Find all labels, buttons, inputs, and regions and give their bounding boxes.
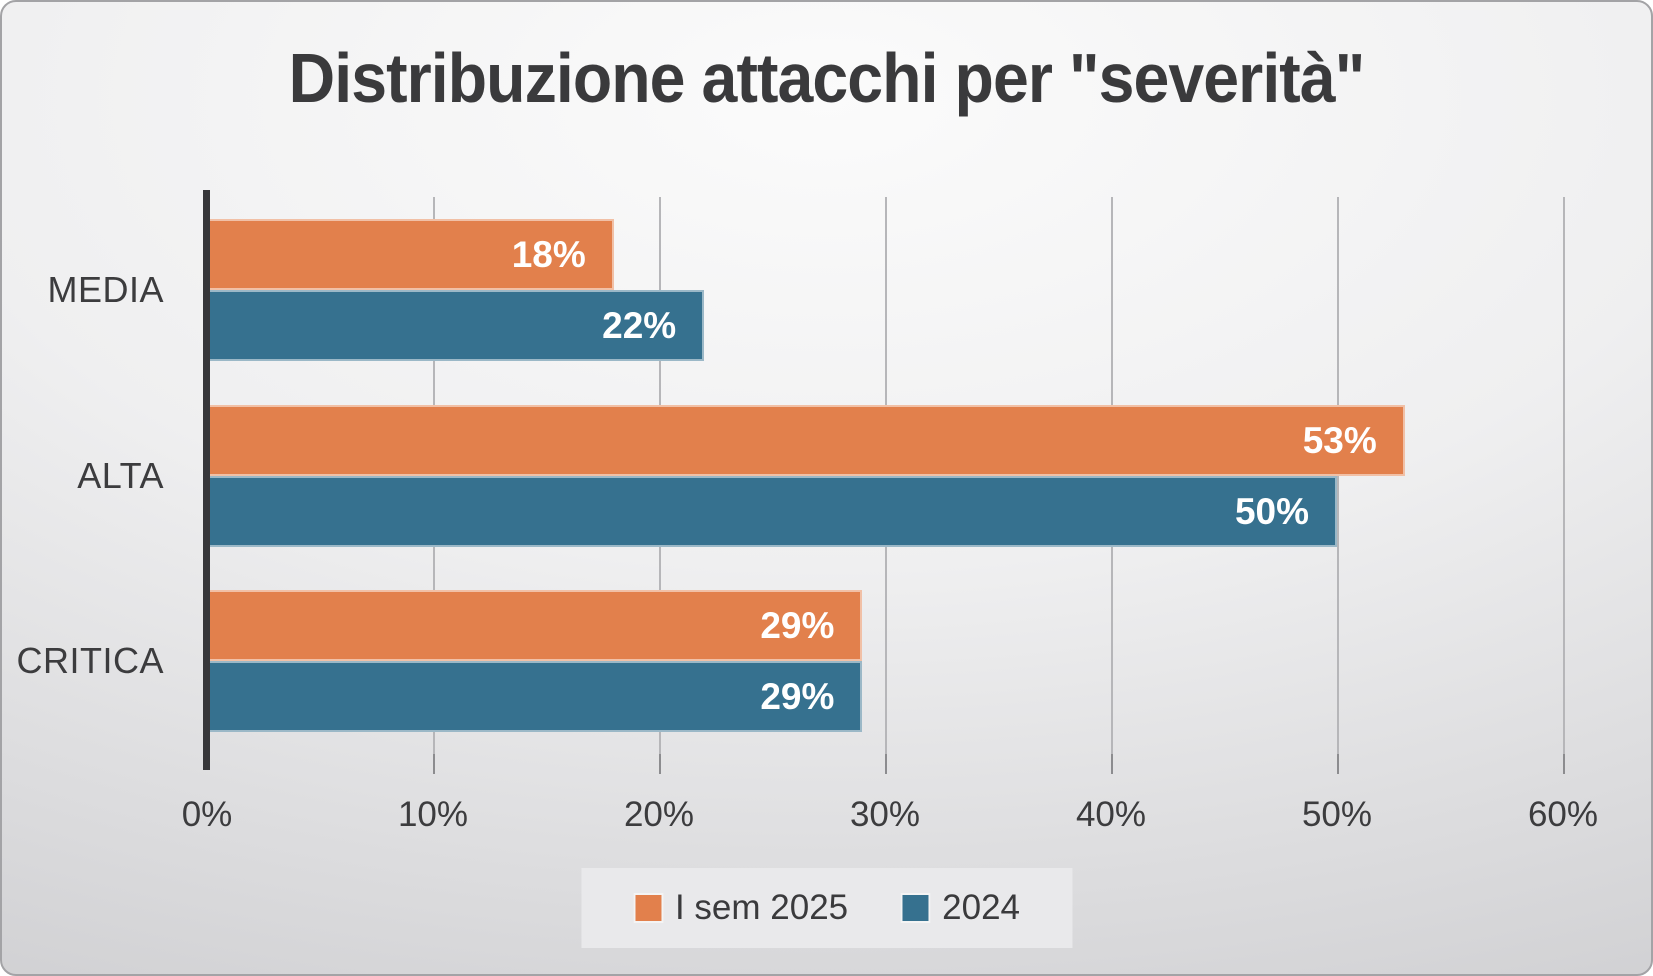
legend-swatch-2024	[900, 893, 931, 923]
legend-label: 2024	[942, 888, 1021, 927]
bar-group-critica: 29% 29%	[207, 568, 1563, 754]
category-label-critica: CRITICA	[16, 640, 164, 682]
bar-rows: 18% 22% 53% 50% 29% 29%	[207, 197, 1563, 754]
x-tick-label-10%: 10%	[397, 795, 469, 834]
bar-i-sem-2025-alta: 53%	[207, 404, 1405, 476]
bar-value-label: 53%	[1302, 419, 1377, 461]
gridline-50%	[1337, 197, 1339, 754]
x-tick-label-30%: 30%	[849, 795, 921, 834]
x-axis-tick-labels: 0% 10% 20% 30% 40% 50% 60%	[182, 795, 1598, 839]
x-tick-label-60%: 60%	[1527, 795, 1599, 834]
tick-mark-30%	[885, 754, 887, 774]
bar-value-label: 29%	[760, 676, 835, 718]
tick-mark-40%	[1111, 754, 1113, 774]
legend-swatch-i-sem-2025	[632, 893, 663, 923]
bar-value-label: 50%	[1234, 490, 1309, 532]
tick-mark-60%	[1563, 754, 1565, 774]
x-tick-label-20%: 20%	[623, 795, 695, 834]
bar-value-label: 18%	[511, 233, 586, 275]
category-label-media: MEDIA	[47, 268, 164, 310]
plot-area: 18% 22% 53% 50% 29% 29%	[207, 197, 1565, 774]
x-tick-label-40%: 40%	[1075, 795, 1147, 834]
x-tick-label-0%: 0%	[181, 795, 233, 834]
category-label-alta: ALTA	[77, 454, 164, 496]
chart-title: Distribuzione attacchi per "severità"	[288, 39, 1366, 117]
legend-item-i-sem-2025: I sem 2025	[632, 888, 849, 928]
bar-i-sem-2025-media: 18%	[207, 218, 614, 290]
legend: I sem 2025 2024	[580, 868, 1073, 948]
legend-label: I sem 2025	[674, 888, 849, 927]
tick-mark-20%	[659, 754, 661, 774]
bar-i-sem-2025-critica: 29%	[207, 590, 863, 662]
gridline-60%	[1563, 197, 1565, 754]
category-axis-labels: MEDIA ALTA CRITICA	[2, 197, 192, 754]
y-axis-line	[203, 190, 210, 770]
legend-item-2024: 2024	[900, 888, 1020, 928]
bar-2024-critica: 29%	[207, 661, 863, 733]
bar-2024-media: 22%	[207, 289, 705, 361]
x-tick-label-50%: 50%	[1301, 795, 1373, 834]
tick-mark-50%	[1337, 754, 1339, 774]
bar-group-media: 18% 22%	[207, 197, 1563, 383]
bar-2024-alta: 50%	[207, 475, 1337, 547]
bar-value-label: 22%	[602, 304, 677, 346]
tick-mark-10%	[433, 754, 435, 774]
bar-value-label: 29%	[760, 605, 835, 647]
bar-group-alta: 53% 50%	[207, 383, 1563, 569]
